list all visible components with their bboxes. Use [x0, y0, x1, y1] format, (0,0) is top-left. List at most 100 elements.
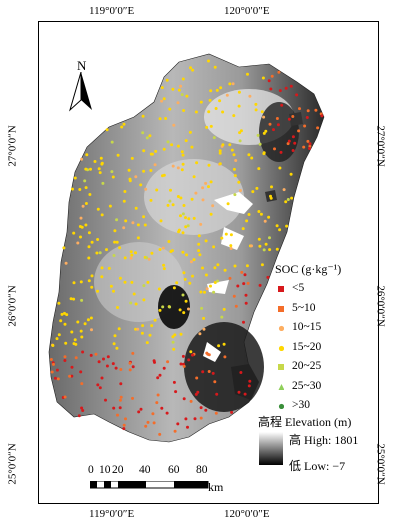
sample-point [160, 99, 164, 103]
sample-point [202, 327, 206, 331]
sample-point [172, 380, 176, 384]
sample-point [221, 143, 225, 147]
land-mass [48, 53, 325, 443]
sample-point [222, 307, 226, 311]
sample-point [72, 281, 76, 285]
sample-point [131, 396, 134, 400]
sample-point [84, 186, 88, 190]
sample-point [213, 65, 217, 69]
sample-point [79, 216, 83, 220]
sample-point [179, 362, 183, 366]
sample-point [220, 236, 224, 240]
sample-point [182, 271, 186, 275]
sample-point [267, 215, 271, 219]
elevation-title: 高程 Elevation (m) [258, 415, 352, 429]
sample-point [97, 360, 101, 364]
sample-point [182, 397, 186, 401]
sample-point [178, 308, 182, 312]
sample-point [122, 122, 126, 126]
sample-point [293, 141, 297, 145]
sample-point [63, 355, 67, 359]
sample-point [80, 335, 84, 339]
sample-point [200, 306, 204, 310]
sample-point [65, 313, 69, 317]
sample-point [55, 368, 59, 372]
sample-point [109, 284, 113, 288]
sample-point [79, 235, 82, 239]
sample-point [201, 370, 205, 374]
sample-point [50, 370, 54, 374]
sample-point [168, 107, 172, 111]
sample-point [86, 318, 90, 322]
sample-point [289, 172, 293, 176]
sample-point [94, 352, 98, 356]
sample-point [201, 186, 205, 190]
sample-point [219, 86, 223, 90]
sample-point [68, 374, 72, 378]
sample-point [132, 292, 136, 296]
sample-point [182, 109, 186, 112]
sample-point [96, 289, 99, 293]
sample-point [232, 294, 236, 298]
sample-point [237, 180, 241, 184]
sample-point [270, 185, 273, 189]
sample-point [213, 266, 217, 270]
sample-point [112, 254, 116, 257]
sample-point [177, 88, 181, 92]
sample-point [257, 210, 261, 213]
sample-point [87, 256, 91, 260]
sample-point [276, 123, 280, 127]
sample-point [134, 175, 138, 179]
sample-point [208, 98, 212, 102]
sample-point [188, 281, 192, 285]
sample-point [280, 103, 284, 107]
sample-point [134, 206, 138, 210]
sample-point [188, 130, 192, 134]
sample-point [225, 93, 229, 97]
sample-point [186, 224, 190, 228]
sample-point [152, 359, 156, 363]
sample-point [139, 407, 143, 411]
sample-point [180, 150, 184, 154]
legend-symbol [278, 403, 284, 409]
sample-point [110, 170, 114, 174]
sample-point [211, 204, 215, 208]
sample-point [232, 167, 236, 171]
sample-point [139, 183, 143, 187]
sample-point [81, 409, 85, 412]
sample-point [106, 355, 110, 359]
sample-point [124, 219, 128, 223]
sample-point [158, 432, 162, 436]
sample-point [182, 364, 186, 368]
sample-point [96, 383, 100, 387]
sample-point [303, 124, 307, 128]
sample-point [148, 333, 152, 337]
sample-point [285, 224, 289, 228]
sample-point [242, 282, 246, 286]
sample-point [80, 382, 84, 386]
sample-point [113, 240, 117, 244]
scale-tick: 40 [139, 464, 151, 476]
sample-point [237, 90, 241, 94]
sample-point [159, 219, 163, 223]
sample-point [256, 133, 260, 137]
sample-point [302, 145, 306, 149]
sample-point [112, 406, 116, 410]
sample-point [212, 245, 216, 249]
sample-point [167, 240, 171, 243]
sample-point [53, 376, 57, 380]
sample-point [207, 59, 210, 63]
sample-point [221, 110, 225, 114]
sample-point [84, 202, 88, 205]
sample-point [127, 168, 131, 172]
sample-point [171, 87, 175, 91]
sample-point [180, 168, 184, 172]
sample-point [289, 84, 293, 88]
sample-point [128, 179, 132, 183]
map-canvas [48, 53, 325, 443]
sample-point [76, 241, 80, 245]
sample-point [259, 212, 263, 216]
sample-point [142, 215, 146, 219]
sample-point [110, 140, 114, 144]
sample-point [187, 307, 190, 311]
